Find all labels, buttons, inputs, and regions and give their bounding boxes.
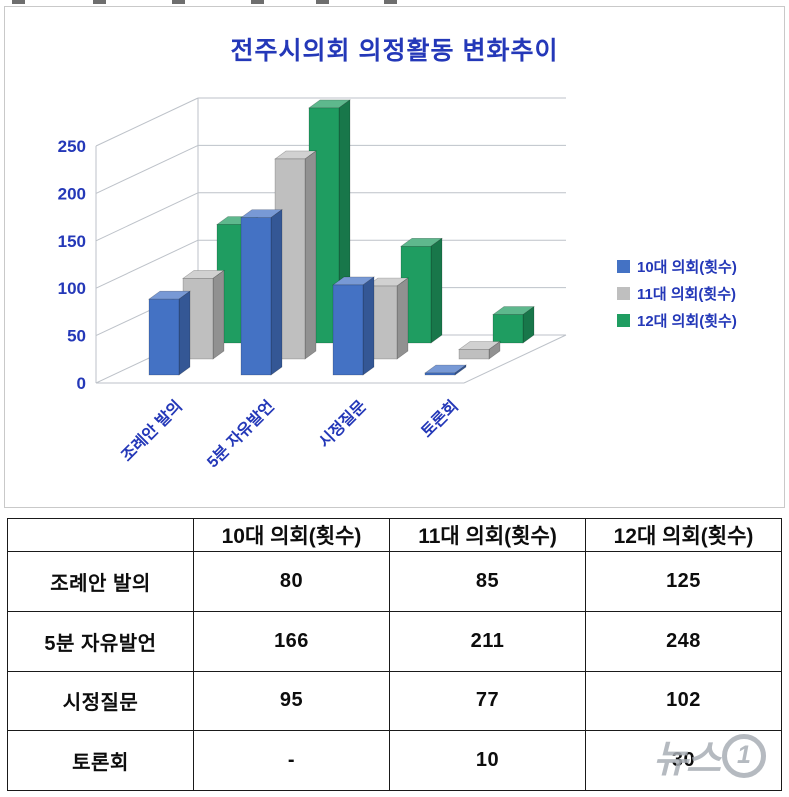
legend-item-series-10: 10대 의회(횟수) <box>617 253 737 280</box>
gridline-side <box>95 97 199 147</box>
legend-label: 10대 의회(횟수) <box>637 259 737 276</box>
bar-chart-3d: 0 50 100 150 200 250 조례안 발의 5분 자유발언 시정질문 토론회 <box>58 97 567 471</box>
x-axis-category-label: 시정질문 <box>315 396 370 451</box>
table-cell: 10 <box>389 730 586 791</box>
row-label: 토론회 <box>7 730 194 791</box>
table-corner-cell <box>7 518 194 552</box>
bar-side-1-1 <box>304 150 317 360</box>
bar-front-2-3 <box>492 314 524 344</box>
table-cell: 85 <box>389 551 586 612</box>
legend-label: 12대 의회(횟수) <box>637 313 737 330</box>
row-label: 5분 자유발언 <box>7 610 194 672</box>
bar-front-0-1 <box>240 217 272 376</box>
legend-item-series-12: 12대 의회(횟수) <box>617 307 737 334</box>
table-cell: 30 <box>585 730 782 791</box>
cropped-glyph <box>93 0 106 4</box>
legend-item-series-11: 11대 의회(횟수) <box>617 280 737 307</box>
table-cell: 125 <box>585 551 782 612</box>
table-row: 토론회 - 10 30 <box>7 730 782 791</box>
table-cell: 166 <box>193 610 390 672</box>
gridline-side <box>95 192 199 242</box>
x-axis-category-label: 조례안 발의 <box>118 397 186 465</box>
table-row: 조례안 발의 80 85 125 <box>7 551 782 612</box>
cropped-glyph <box>172 0 185 4</box>
y-axis-tick-label: 200 <box>58 184 86 203</box>
column-header: 11대 의회(횟수) <box>389 518 586 552</box>
table-cell: 80 <box>193 551 390 612</box>
cropped-glyph <box>12 0 25 4</box>
bar-front-1-3 <box>458 349 490 360</box>
cropped-glyph <box>316 0 329 4</box>
table-cell: - <box>193 730 390 791</box>
y-axis-tick-label: 0 <box>77 374 86 393</box>
data-table-panel: 10대 의회(횟수) 11대 의회(횟수) 12대 의회(횟수) 조례안 발의 … <box>7 518 782 791</box>
bar-side-1-0 <box>212 269 225 360</box>
bar-side-0-2 <box>362 276 375 376</box>
column-header: 10대 의회(횟수) <box>193 518 390 552</box>
table-cell: 77 <box>389 670 586 732</box>
bar-front-0-3 <box>424 372 456 376</box>
bar-side-1-2 <box>396 277 409 360</box>
x-axis-category-label: 토론회 <box>417 396 462 441</box>
x-axis-category-label: 5분 자유발언 <box>204 397 278 471</box>
y-axis-tick-label: 100 <box>58 279 86 298</box>
legend-swatch-icon <box>617 314 630 327</box>
table-row: 시정질문 95 77 102 <box>7 670 782 732</box>
gridline-side <box>95 239 199 289</box>
floor-right-edge <box>463 334 567 384</box>
cropped-glyph <box>384 0 397 4</box>
legend-label: 11대 의회(횟수) <box>637 286 737 303</box>
chart-title: 전주시의회 의정활동 변화추이 <box>230 37 559 65</box>
bar-side-0-0 <box>178 290 191 376</box>
bar-front-0-0 <box>148 298 180 376</box>
bar-side-0-1 <box>270 209 283 376</box>
table-row: 5분 자유발언 166 211 248 <box>7 610 782 672</box>
legend-swatch-icon <box>617 287 630 300</box>
bar-front-0-2 <box>332 284 364 376</box>
cropped-glyph <box>251 0 264 4</box>
table-cell: 211 <box>389 610 586 672</box>
row-label: 조례안 발의 <box>7 551 194 612</box>
table-cell: 95 <box>193 670 390 732</box>
chart-panel: 0 50 100 150 200 250 조례안 발의 5분 자유발언 시정질문 토론회 전주시의… <box>4 6 785 508</box>
y-axis-tick-label: 250 <box>58 137 86 156</box>
y-axis-tick-label: 150 <box>58 232 86 251</box>
data-table: 10대 의회(횟수) 11대 의회(횟수) 12대 의회(횟수) 조례안 발의 … <box>7 518 782 791</box>
legend-swatch-icon <box>617 260 630 273</box>
y-axis-tick-label: 50 <box>67 327 86 346</box>
bar-side-2-2 <box>430 237 443 344</box>
gridline-side <box>95 144 199 194</box>
table-header-row: 10대 의회(횟수) 11대 의회(횟수) 12대 의회(횟수) <box>7 518 782 552</box>
column-header: 12대 의회(횟수) <box>585 518 782 552</box>
table-cell: 102 <box>585 670 782 732</box>
chart-legend: 10대 의회(횟수) 11대 의회(횟수) 12대 의회(횟수) <box>617 253 737 334</box>
row-label: 시정질문 <box>7 670 194 732</box>
table-cell: 248 <box>585 610 782 672</box>
